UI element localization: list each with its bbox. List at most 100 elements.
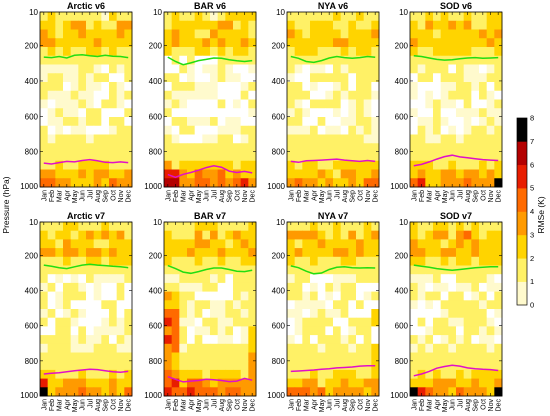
heatmap-cell xyxy=(217,64,226,74)
heatmap-cell xyxy=(456,300,465,310)
heatmap-cell xyxy=(70,256,79,266)
heatmap-cell xyxy=(440,47,449,57)
heatmap-cell xyxy=(240,378,249,388)
heatmap-cell xyxy=(101,378,110,388)
heatmap-cell xyxy=(210,291,219,301)
heatmap-cell xyxy=(494,99,503,109)
heatmap-cell xyxy=(47,343,56,353)
heatmap-cell xyxy=(463,152,472,162)
heatmap-cell xyxy=(433,73,442,83)
heatmap-cell xyxy=(410,369,419,379)
heatmap-cell xyxy=(463,239,472,249)
heatmap-cell xyxy=(479,12,488,22)
heatmap-cell xyxy=(333,99,342,109)
heatmap-cell xyxy=(233,38,242,48)
heatmap-cell xyxy=(340,73,349,83)
heatmap-cell xyxy=(494,143,503,153)
heatmap-cell xyxy=(348,343,357,353)
heatmap-cell xyxy=(333,300,342,310)
heatmap-cell xyxy=(63,29,72,39)
tropopause-line xyxy=(167,56,253,66)
heatmap-cell xyxy=(302,20,311,30)
heatmap-cell xyxy=(494,169,503,179)
heatmap-cell xyxy=(217,222,226,232)
heatmap-cell xyxy=(310,73,319,83)
heatmap-cell xyxy=(164,90,173,100)
panel-frame xyxy=(286,11,380,188)
heatmap-cell xyxy=(433,387,442,397)
heatmap-cell xyxy=(202,361,211,371)
heatmap-cell xyxy=(179,12,188,22)
heatmap-cell xyxy=(78,152,87,162)
heatmap-cell xyxy=(363,291,372,301)
heatmap-cell xyxy=(240,64,249,74)
heatmap-cell xyxy=(463,326,472,336)
heatmap-cell xyxy=(348,160,357,170)
heatmap-cell xyxy=(340,274,349,284)
heatmap-cell xyxy=(93,335,102,345)
heatmap-cell xyxy=(116,248,125,258)
heatmap-cell xyxy=(417,117,426,127)
heatmap-cell xyxy=(124,265,133,275)
heatmap-cell xyxy=(240,282,249,292)
heatmap-cell xyxy=(363,73,372,83)
heatmap-cell xyxy=(356,82,365,92)
colorbar-title: RMSe (K) xyxy=(536,196,546,233)
heatmap-cell xyxy=(363,169,372,179)
heatmap-cell xyxy=(187,47,196,57)
heatmap-cell xyxy=(294,291,303,301)
heatmap-cell xyxy=(294,256,303,266)
x-tick-label: Apr xyxy=(311,398,318,410)
heatmap-cell xyxy=(225,38,234,48)
heatmap-cell xyxy=(310,29,319,39)
heatmap-cell xyxy=(333,29,342,39)
heatmap-cell xyxy=(70,169,79,179)
heatmap-cell xyxy=(202,20,211,30)
heatmap-cell xyxy=(287,274,296,284)
heatmap-cell xyxy=(310,125,319,135)
heatmap-cell xyxy=(317,378,326,388)
y-tick-label: 400 xyxy=(25,287,39,296)
heatmap-cell xyxy=(410,352,419,362)
heatmap-cell xyxy=(302,274,311,284)
heatmap-cell xyxy=(225,343,234,353)
heatmap-cell xyxy=(356,169,365,179)
heatmap-cell xyxy=(194,73,203,83)
heatmap-cell xyxy=(348,82,357,92)
heatmap-cell xyxy=(348,265,357,275)
x-tick-label: Sep xyxy=(350,190,357,203)
heatmap-cell xyxy=(248,343,257,353)
heatmap-cell xyxy=(55,291,64,301)
heatmap-cell xyxy=(217,239,226,249)
heatmap-cell xyxy=(248,378,257,388)
heatmap-cell xyxy=(55,73,64,83)
heatmap-cell xyxy=(287,55,296,65)
heatmap-cell xyxy=(456,291,465,301)
heatmap-cell xyxy=(164,73,173,83)
heatmap-cell xyxy=(210,47,219,57)
x-tick-label: May xyxy=(442,190,449,204)
heatmap-cell xyxy=(317,335,326,345)
heatmap-cell xyxy=(47,152,56,162)
heatmap-cell xyxy=(433,248,442,258)
heatmap-cell xyxy=(333,222,342,232)
heatmap-cell xyxy=(433,291,442,301)
heatmap-cell xyxy=(187,82,196,92)
heatmap-cell xyxy=(202,169,211,179)
heatmap-cell xyxy=(202,317,211,327)
heatmap-cell xyxy=(486,343,495,353)
heatmap-cell xyxy=(463,335,472,345)
heatmap-cell xyxy=(463,309,472,319)
heatmap-cell xyxy=(317,38,326,48)
y-tick-label: 10 xyxy=(399,218,408,227)
heatmap-cell xyxy=(194,265,203,275)
heatmap-cell xyxy=(63,134,72,144)
heatmap-cell xyxy=(371,169,380,179)
heatmap-cell xyxy=(463,90,472,100)
heatmap-cell xyxy=(440,300,449,310)
heatmap-cell xyxy=(310,309,319,319)
heatmap-cell xyxy=(356,335,365,345)
heatmap-cell xyxy=(187,239,196,249)
x-tick-label: Jun xyxy=(204,399,211,410)
heatmap-cell xyxy=(55,274,64,284)
